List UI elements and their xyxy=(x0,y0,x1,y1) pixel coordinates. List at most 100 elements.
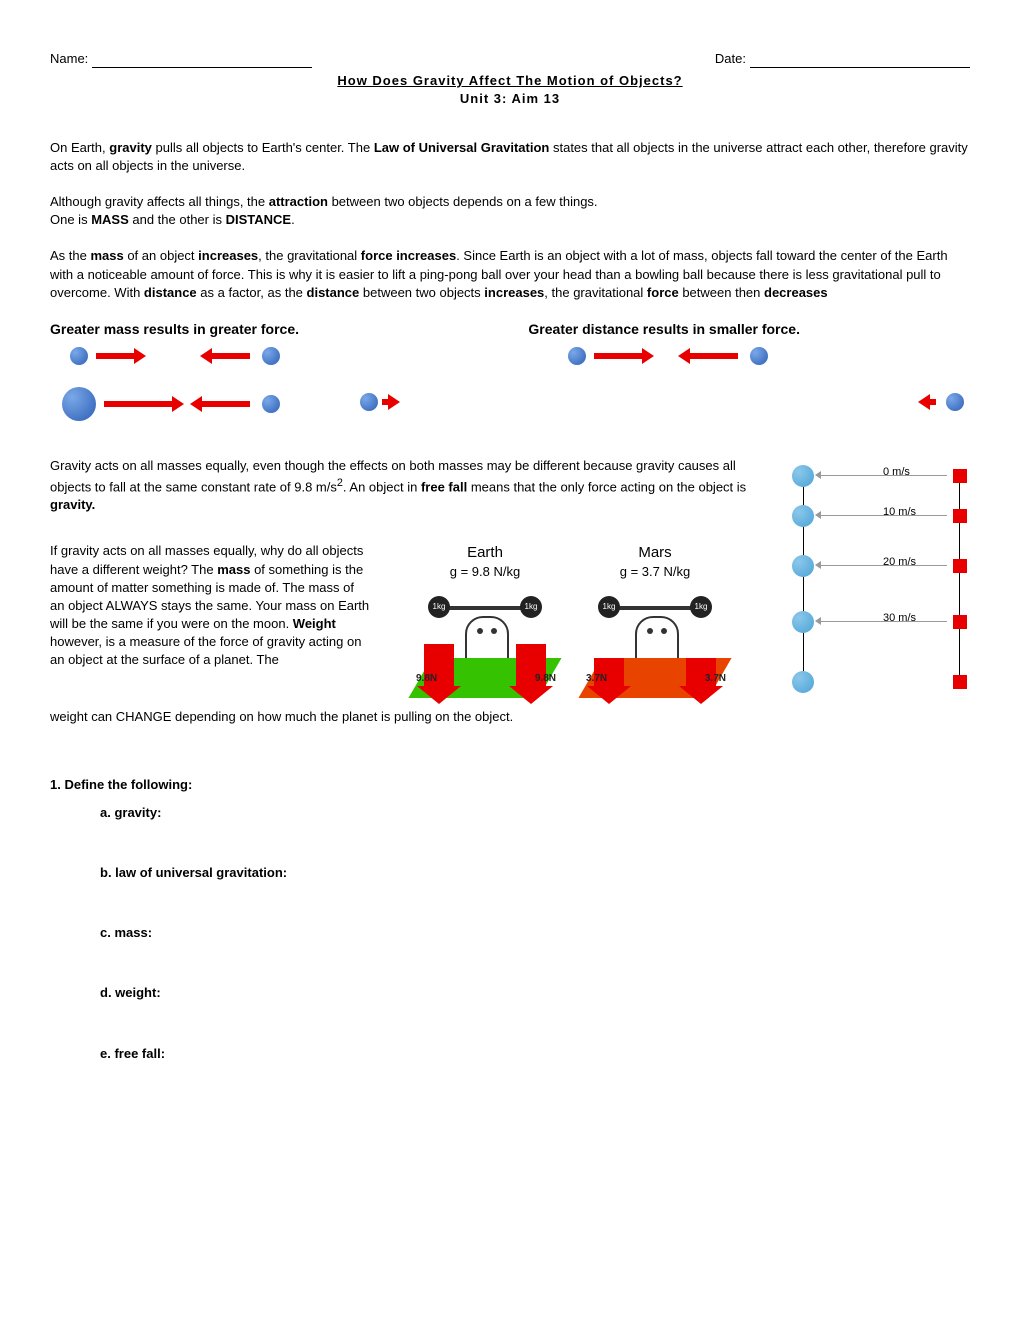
weight-disk-icon: 1kg xyxy=(428,596,450,618)
question-list: a. gravity:b. law of universal gravitati… xyxy=(50,804,970,1063)
bold: increases xyxy=(484,285,544,300)
date-label: Date: xyxy=(715,50,746,68)
ball-icon xyxy=(568,347,586,365)
bold: decreases xyxy=(764,285,828,300)
date-underline[interactable] xyxy=(750,53,970,68)
paragraph-4: Gravity acts on all masses equally, even… xyxy=(50,457,755,725)
bold: increases xyxy=(198,248,258,263)
weight-disk-icon: 1kg xyxy=(520,596,542,618)
name-label: Name: xyxy=(50,50,88,68)
title-block: How Does Gravity Affect The Motion of Ob… xyxy=(50,72,970,108)
bold-mass: mass xyxy=(217,562,250,577)
connector-line-icon xyxy=(817,475,947,476)
text: however, is a measure of the force of gr… xyxy=(50,634,361,667)
distance-diagram-area xyxy=(528,343,970,433)
arrow-tip-icon xyxy=(815,471,821,479)
weight-disk-icon: 1kg xyxy=(598,596,620,618)
question-item: c. mass: xyxy=(100,924,970,942)
freefall-circle-icon xyxy=(792,611,814,633)
freefall-circle-icon xyxy=(792,505,814,527)
name-underline[interactable] xyxy=(92,53,312,68)
force-diagrams: Greater mass results in greater force. G… xyxy=(50,320,970,434)
paragraph-3: As the mass of an object increases, the … xyxy=(50,247,970,302)
arrow-right-icon xyxy=(104,401,174,407)
text: between then xyxy=(679,285,764,300)
lower-section: If gravity acts on all masses equally, w… xyxy=(50,542,755,697)
freefall-square-icon xyxy=(953,469,967,483)
freefall-circle-icon xyxy=(792,555,814,577)
barbell-icon xyxy=(608,606,702,610)
force-label: 9.8N xyxy=(416,672,437,686)
bold-mass: MASS xyxy=(91,212,129,227)
mars-column: Mars g = 3.7 N/kg 1kg 1kg 3.7N 3.7N xyxy=(590,542,720,697)
text: . An object in xyxy=(343,479,421,494)
weight-disk-icon: 1kg xyxy=(690,596,712,618)
question-item: e. free fall: xyxy=(100,1045,970,1063)
arrow-tip-icon xyxy=(815,561,821,569)
bold-freefall: free fall xyxy=(421,479,467,494)
freefall-circle-icon xyxy=(792,671,814,693)
bold-law: Law of Universal Gravitation xyxy=(374,140,550,155)
ball-icon xyxy=(70,347,88,365)
arrow-left-icon xyxy=(928,399,936,405)
earth-column: Earth g = 9.8 N/kg 1kg 1kg 9.8N 9.8N xyxy=(420,542,550,697)
text: pulls all objects to Earth's center. The xyxy=(152,140,374,155)
text: and the other is xyxy=(129,212,226,227)
arrow-right-icon xyxy=(382,399,390,405)
force-arrow-icon: 9.8N xyxy=(516,644,546,688)
bold-distance: DISTANCE xyxy=(226,212,291,227)
mass-diagram: Greater mass results in greater force. xyxy=(50,320,492,434)
planets-diagram: Earth g = 9.8 N/kg 1kg 1kg 9.8N 9.8N Mar… xyxy=(400,542,740,697)
vertical-line-icon xyxy=(959,469,960,684)
paragraph-5-tail: weight can CHANGE depending on how much … xyxy=(50,708,755,726)
large-ball-icon xyxy=(62,387,96,421)
text: between two objects xyxy=(359,285,484,300)
text: On Earth, xyxy=(50,140,109,155)
freefall-area: 0 m/s10 m/s20 m/s30 m/s xyxy=(775,457,970,697)
earth-g: g = 9.8 N/kg xyxy=(420,563,550,581)
ball-icon xyxy=(262,395,280,413)
mass-diagram-label: Greater mass results in greater force. xyxy=(50,320,492,340)
arrow-right-icon xyxy=(96,353,136,359)
freefall-speed-label: 30 m/s xyxy=(883,611,916,626)
mass-diagram-area xyxy=(50,343,492,433)
paragraph-1: On Earth, gravity pulls all objects to E… xyxy=(50,139,970,175)
bold-gravity: gravity. xyxy=(50,497,95,512)
text: between two objects depends on a few thi… xyxy=(328,194,598,209)
ball-icon xyxy=(750,347,768,365)
text: As the xyxy=(50,248,90,263)
force-arrow-icon: 3.7N xyxy=(594,658,624,688)
freefall-circle-icon xyxy=(792,465,814,487)
freefall-square-icon xyxy=(953,615,967,629)
connector-line-icon xyxy=(817,621,947,622)
distance-diagram: Greater distance results in smaller forc… xyxy=(528,320,970,434)
question-item: b. law of universal gravitation: xyxy=(100,864,970,882)
paragraph-5-left: If gravity acts on all masses equally, w… xyxy=(50,542,370,697)
arrow-left-icon xyxy=(688,353,738,359)
earth-name: Earth xyxy=(420,542,550,563)
arrow-left-icon xyxy=(210,353,250,359)
questions-section: 1. Define the following: a. gravity:b. l… xyxy=(50,776,970,1063)
bold: distance xyxy=(144,285,197,300)
name-field[interactable]: Name: xyxy=(50,50,312,68)
header-row: Name: Date: xyxy=(50,50,970,68)
freefall-speed-label: 0 m/s xyxy=(883,465,910,480)
force-label: 9.8N xyxy=(535,672,556,686)
earth-figure: 1kg 1kg 9.8N 9.8N xyxy=(420,588,550,698)
date-field[interactable]: Date: xyxy=(715,50,970,68)
mars-name: Mars xyxy=(590,542,720,563)
freefall-square-icon xyxy=(953,509,967,523)
ball-icon xyxy=(946,393,964,411)
freefall-square-icon xyxy=(953,675,967,689)
bold-gravity: gravity xyxy=(109,140,152,155)
bold: mass xyxy=(90,248,123,263)
text: , the gravitational xyxy=(544,285,647,300)
mid-section: Gravity acts on all masses equally, even… xyxy=(50,457,970,725)
bold: distance xyxy=(307,285,360,300)
arrow-tip-icon xyxy=(815,511,821,519)
arrow-tip-icon xyxy=(815,617,821,625)
freefall-speed-label: 20 m/s xyxy=(883,555,916,570)
text: of an object xyxy=(124,248,198,263)
connector-line-icon xyxy=(817,565,947,566)
mars-g: g = 3.7 N/kg xyxy=(590,563,720,581)
